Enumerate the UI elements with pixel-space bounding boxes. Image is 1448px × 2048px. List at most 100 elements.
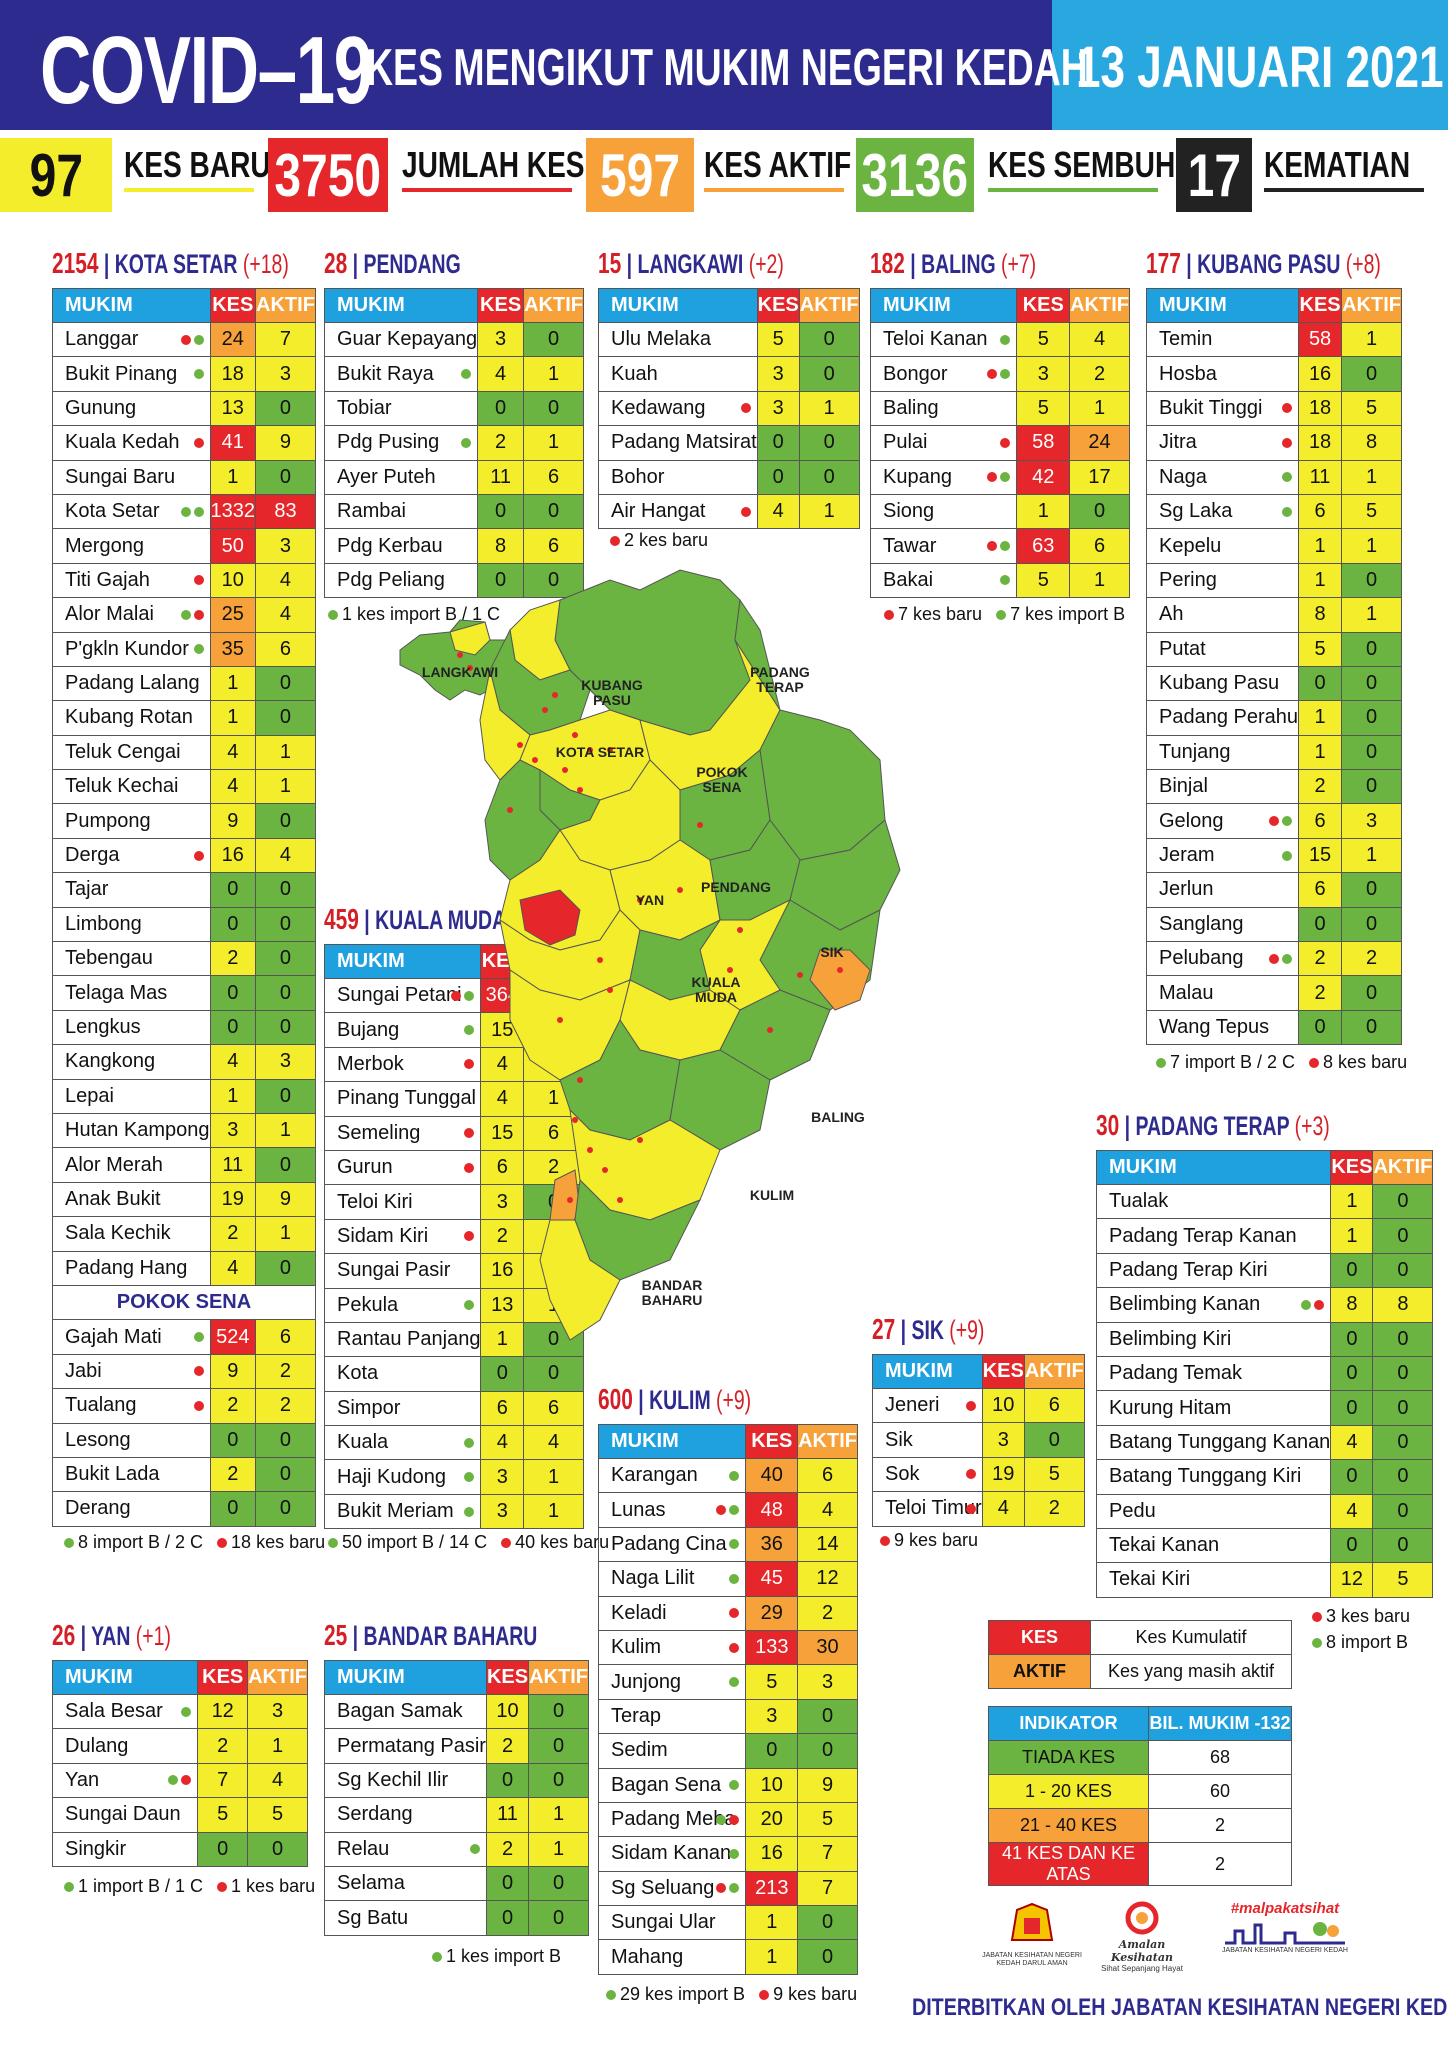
indicator-value: 2 — [1148, 1808, 1292, 1843]
aktif-cell: 0 — [1341, 872, 1402, 908]
case-indicator-dots — [191, 850, 204, 861]
import-case-dot-icon — [464, 1300, 475, 1311]
mukim-name: Belimbing Kanan — [1109, 1293, 1261, 1316]
kes-cell: 16 — [745, 1836, 799, 1872]
mukim-cell: Tekai Kanan — [1095, 1527, 1332, 1564]
district-total: 600 — [598, 1384, 633, 1416]
district-title: 600 | KULIM (+9) — [598, 1384, 751, 1417]
table-row: Bakai 5 1 — [869, 562, 1130, 599]
district-total: 459 — [324, 904, 359, 936]
district-total: 26 — [52, 1620, 76, 1652]
kes-cell: 12 — [197, 1693, 249, 1730]
column-header-kes: KES — [1016, 288, 1071, 323]
district-title: 27 | SIK (+9) — [872, 1314, 984, 1347]
table-row: Gajah Mati 524 6 — [52, 1319, 316, 1355]
case-indicator-dots — [458, 437, 472, 448]
kes-cell: 3 — [480, 1493, 525, 1530]
column-header-aktif: AKTIF — [798, 288, 860, 323]
table-row: Bongor 3 2 — [869, 356, 1130, 392]
mukim-cell: Lengkus — [52, 1009, 211, 1046]
map-label: KUBANG PASU — [581, 677, 643, 708]
column-header-mukim: MUKIM — [51, 1660, 199, 1695]
mukim-name: Sungai Petani — [337, 984, 462, 1007]
aktif-cell: 0 — [1069, 493, 1130, 530]
mukim-cell: Naga — [1145, 459, 1300, 495]
column-header-mukim: MUKIM — [1145, 288, 1300, 323]
mukim-name: Mahang — [611, 1945, 684, 1968]
column-header-mukim: MUKIM — [598, 288, 758, 323]
column-header-kes: KES — [745, 1424, 799, 1459]
mukim-name: Batang Tunggang Kanan — [1109, 1430, 1331, 1453]
mukim-cell: Sok — [872, 1456, 983, 1493]
mukim-cell: Sungai Baru — [52, 459, 211, 495]
mukim-cell: Temin — [1145, 321, 1300, 358]
new-case-dot-icon — [729, 1608, 740, 1619]
aktif-cell: 0 — [1341, 769, 1402, 805]
mukim-cell: Alor Merah — [52, 1147, 211, 1183]
kes-cell: 15 — [1298, 837, 1343, 874]
mukim-cell: Derga — [52, 837, 211, 874]
column-header-mukim: MUKIM — [869, 288, 1018, 323]
case-indicator-dots — [191, 1366, 204, 1377]
new-case-dot-icon — [884, 610, 894, 621]
aktif-cell: 1 — [523, 425, 584, 461]
mukim-name: Padang Terap Kiri — [1109, 1258, 1268, 1281]
mukim-name: Teluk Cengai — [65, 740, 181, 763]
import-case-dot-icon — [328, 610, 338, 621]
kes-cell: 4 — [209, 1250, 257, 1286]
aktif-cell: 6 — [255, 631, 316, 667]
kes-cell: 0 — [209, 1491, 257, 1527]
table-row: Padang Temak 0 0 — [1095, 1355, 1434, 1392]
aktif-cell: 0 — [1372, 1527, 1434, 1564]
table-row: Sanglang 0 0 — [1145, 906, 1402, 943]
table-row: P'gkln Kundor 35 6 — [52, 631, 316, 667]
aktif-cell: 9 — [255, 1181, 316, 1218]
district-note: 2 kes baru — [610, 530, 708, 551]
aktif-cell: 0 — [798, 356, 860, 392]
title-separator: | — [904, 249, 922, 279]
mukim-name: Temin — [1159, 328, 1213, 351]
table-row: Bukit Tinggi 18 5 — [1145, 390, 1402, 427]
table-row: Hosba 16 0 — [1145, 356, 1402, 392]
kes-cell: 0 — [1330, 1459, 1374, 1495]
new-case-dot-icon — [451, 990, 462, 1001]
kes-cell: 18 — [1298, 425, 1343, 461]
aktif-cell: 8 — [1341, 425, 1402, 461]
column-header-aktif: AKTIF — [797, 1424, 858, 1459]
kes-cell: 0 — [485, 1762, 530, 1799]
kes-cell: 4 — [209, 1044, 257, 1080]
mukim-cell: Guar Kepayang — [323, 321, 479, 358]
import-case-dot-icon — [1000, 472, 1011, 483]
district-table: MUKIM KES AKTIF Guar Kepayang 3 0 Bukit Raya 4 1… — [323, 288, 584, 599]
table-row: Sg Seluang 213 7 — [597, 1870, 858, 1907]
table-row: Kupang 42 17 — [869, 459, 1130, 495]
new-cases-note: 1 kes baru — [231, 1876, 316, 1896]
kes-cell: 1 — [1298, 528, 1343, 564]
aktif-cell: 0 — [1341, 975, 1402, 1011]
mukim-name: Pdg Pusing — [337, 431, 440, 454]
mukim-cell: Wang Tepus — [1145, 1009, 1300, 1046]
case-indicator-dots — [1279, 403, 1293, 414]
mukim-cell: Teloi Timur — [872, 1491, 983, 1527]
sub-district-title: POKOK SENA — [52, 1284, 316, 1321]
new-case-dot-icon — [193, 437, 204, 448]
mukim-name: Alor Merah — [65, 1153, 163, 1176]
aktif-cell: 1 — [255, 1216, 316, 1252]
column-header-mukim: MUKIM — [323, 944, 482, 979]
aktif-cell: 3 — [1341, 803, 1402, 839]
district-note: 1 import B / 1 C 1 kes baru — [64, 1876, 315, 1897]
new-case-dot-icon — [1282, 437, 1293, 448]
table-row: Tebengau 2 0 — [52, 941, 316, 977]
mukim-cell: Pering — [1145, 562, 1300, 599]
new-case-dot-icon — [965, 1400, 976, 1411]
stat-value: 3750 — [274, 141, 382, 209]
footer-publisher: DITERBITKAN OLEH JABATAN KESIHATAN NEGER… — [912, 1994, 1448, 2021]
map-label: BANDAR BAHARU — [641, 1277, 703, 1308]
mukim-name: Kepelu — [1159, 534, 1222, 557]
kes-cell: 6 — [1298, 803, 1343, 839]
kes-cell: 0 — [756, 459, 800, 495]
mukim-name: Derga — [65, 844, 120, 867]
mukim-name: Ayer Puteh — [337, 465, 436, 488]
mukim-name: Pumpong — [65, 809, 151, 832]
mukim-cell: Tunjang — [1145, 734, 1300, 771]
